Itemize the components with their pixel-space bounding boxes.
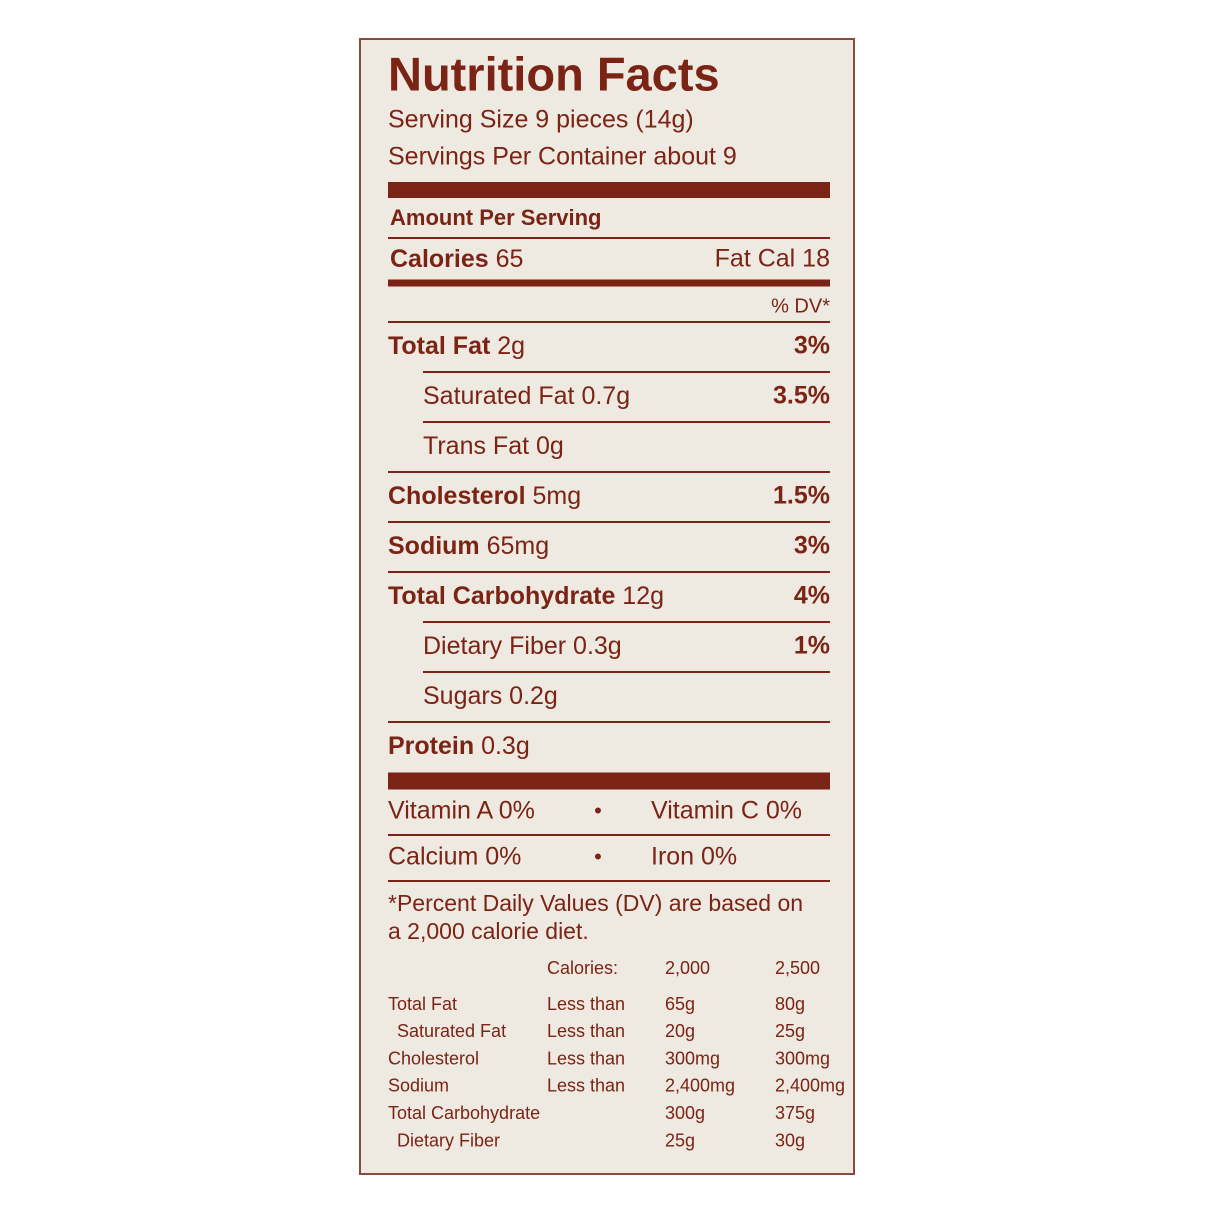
- amount-header: Amount Per Serving: [390, 205, 601, 230]
- table-cell: Less than: [547, 1048, 625, 1068]
- nutrient-name: Total Carbohydrate: [388, 582, 615, 610]
- nutrient-name: Trans Fat: [423, 432, 529, 460]
- table-cell: 300mg: [665, 1048, 720, 1068]
- nutrient-name: Sugars: [423, 682, 502, 710]
- table-cell: 300g: [665, 1103, 705, 1123]
- nutrient: Sugars 0.2g: [423, 682, 558, 710]
- table-cell: 25g: [775, 1021, 805, 1041]
- nutrient: Total Carbohydrate 12g: [388, 582, 664, 610]
- table-cell: 2,400mg: [665, 1076, 735, 1096]
- vitamin: Vitamin A 0%: [388, 797, 535, 825]
- nutrient-dv: 3.5%: [773, 382, 830, 410]
- nutrient-amount: 0.2g: [509, 682, 558, 710]
- bullet: •: [594, 798, 602, 823]
- table-cell: Less than: [547, 1021, 625, 1041]
- rule: [423, 421, 830, 423]
- table-cell: 25g: [665, 1130, 695, 1150]
- nutrient-dv: 3%: [794, 532, 830, 560]
- table-cell: 30g: [775, 1130, 805, 1150]
- table-cell: 300mg: [775, 1048, 830, 1068]
- nutrient: Saturated Fat 0.7g: [423, 382, 630, 410]
- table-header: 2,000: [665, 958, 710, 978]
- nutrient: Total Fat 2g: [388, 332, 525, 360]
- table-cell: 80g: [775, 994, 805, 1014]
- table-cell: Total Carbohydrate: [388, 1103, 540, 1123]
- rule: [388, 834, 830, 836]
- table-cell: 65g: [665, 994, 695, 1014]
- rule: [388, 321, 830, 323]
- table-cell: Total Fat: [388, 994, 457, 1014]
- rule: [388, 279, 830, 287]
- servings-per-container: Servings Per Container about 9: [388, 143, 737, 171]
- table-cell: Dietary Fiber: [397, 1130, 500, 1150]
- rule: [388, 182, 830, 198]
- fat-calories: Fat Cal 18: [715, 245, 830, 273]
- nutrient: Trans Fat 0g: [423, 432, 564, 460]
- nutrient-amount: 0.3g: [573, 632, 622, 660]
- rule: [388, 772, 830, 790]
- nutrient-amount: 2g: [497, 332, 525, 360]
- nutrient-name: Sodium: [388, 532, 480, 560]
- rule: [388, 471, 830, 473]
- nutrient-name: Dietary Fiber: [423, 632, 566, 660]
- nutrient-name: Total Fat: [388, 332, 491, 360]
- nutrient: Sodium 65mg: [388, 532, 549, 560]
- footnote: a 2,000 calorie diet.: [388, 918, 589, 944]
- vitamin: Calcium 0%: [388, 843, 521, 871]
- rule: [388, 237, 830, 239]
- dv-header: % DV*: [771, 295, 830, 317]
- nutrient: Protein 0.3g: [388, 732, 530, 760]
- nutrient-dv: 3%: [794, 332, 830, 360]
- rule: [388, 521, 830, 523]
- nutrient-amount: 5mg: [532, 482, 581, 510]
- table-cell: Cholesterol: [388, 1048, 479, 1068]
- nutrient-amount: 0.3g: [481, 732, 530, 760]
- title: Nutrition Facts: [388, 47, 720, 100]
- bullet: •: [594, 844, 602, 869]
- nutrient-dv: 1.5%: [773, 482, 830, 510]
- calories-label: Calories: [390, 245, 489, 273]
- nutrient: Cholesterol 5mg: [388, 482, 581, 510]
- rule: [423, 671, 830, 673]
- nutrient-name: Protein: [388, 732, 474, 760]
- nutrient-amount: 0g: [536, 432, 564, 460]
- panel: [359, 38, 855, 1175]
- nutrient-dv: 1%: [794, 632, 830, 660]
- nutrient-name: Cholesterol: [388, 482, 526, 510]
- vitamin: Iron 0%: [651, 843, 737, 871]
- rule: [388, 880, 830, 882]
- table-cell: Less than: [547, 994, 625, 1014]
- table-cell: Sodium: [388, 1076, 449, 1096]
- rule: [423, 621, 830, 623]
- rule: [388, 721, 830, 723]
- nutrient-amount: 65mg: [487, 532, 550, 560]
- nutrient-name: Saturated Fat: [423, 382, 575, 410]
- footnote: *Percent Daily Values (DV) are based on: [388, 890, 803, 916]
- vitamin: Vitamin C 0%: [651, 797, 802, 825]
- table-header: 2,500: [775, 958, 820, 978]
- table-cell: 20g: [665, 1021, 695, 1041]
- table-cell: 2,400mg: [775, 1076, 845, 1096]
- nutrient-amount: 12g: [622, 582, 664, 610]
- rule: [388, 571, 830, 573]
- calories: Calories 65: [390, 245, 523, 273]
- serving-size: Serving Size 9 pieces (14g): [388, 106, 694, 134]
- table-cell: 375g: [775, 1103, 815, 1123]
- table-header: Calories:: [547, 958, 618, 978]
- nutrient-dv: 4%: [794, 582, 830, 610]
- nutrient: Dietary Fiber 0.3g: [423, 632, 622, 660]
- rule: [423, 371, 830, 373]
- nutrient-amount: 0.7g: [581, 382, 630, 410]
- table-cell: Saturated Fat: [397, 1021, 506, 1041]
- calories-value: 65: [496, 245, 524, 273]
- table-cell: Less than: [547, 1076, 625, 1096]
